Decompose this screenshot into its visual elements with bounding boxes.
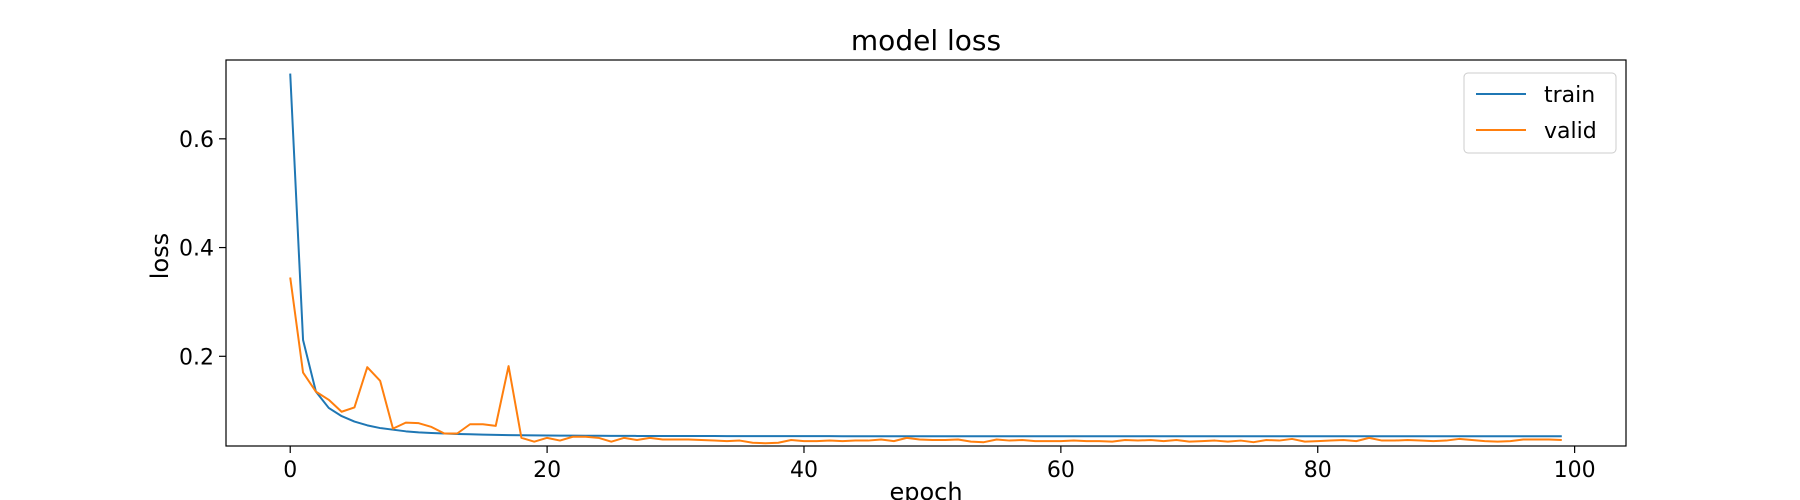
y-axis-label: loss: [146, 233, 174, 279]
x-tick-label: 0: [283, 458, 297, 483]
x-tick-label: 80: [1304, 458, 1332, 483]
plot-frame: [225, 59, 1627, 447]
y-axis-ticks: 0.2 0.4 0.6: [179, 128, 226, 370]
x-axis-label: epoch: [889, 478, 962, 500]
legend-label-valid: valid: [1544, 119, 1597, 144]
x-tick-label: 100: [1554, 458, 1596, 483]
x-tick-label: 60: [1047, 458, 1075, 483]
chart-title: model loss: [851, 24, 1001, 57]
series-line-train: [289, 73, 1562, 438]
y-tick-label: 0.2: [179, 345, 214, 370]
y-tick-label: 0.6: [179, 128, 214, 153]
series-group: [289, 73, 1562, 445]
x-tick-label: 20: [533, 458, 561, 483]
y-tick-label: 0.4: [179, 237, 214, 262]
x-axis-ticks: 0 20 40 60 80 100: [283, 446, 1596, 483]
legend-label-train: train: [1544, 83, 1595, 108]
legend: train valid: [1463, 72, 1617, 154]
x-tick-label: 40: [790, 458, 818, 483]
plot-area: 0 20 40 60 80 100 0.2 0.4 0.6: [179, 59, 1627, 483]
series-line-valid: [289, 277, 1562, 445]
